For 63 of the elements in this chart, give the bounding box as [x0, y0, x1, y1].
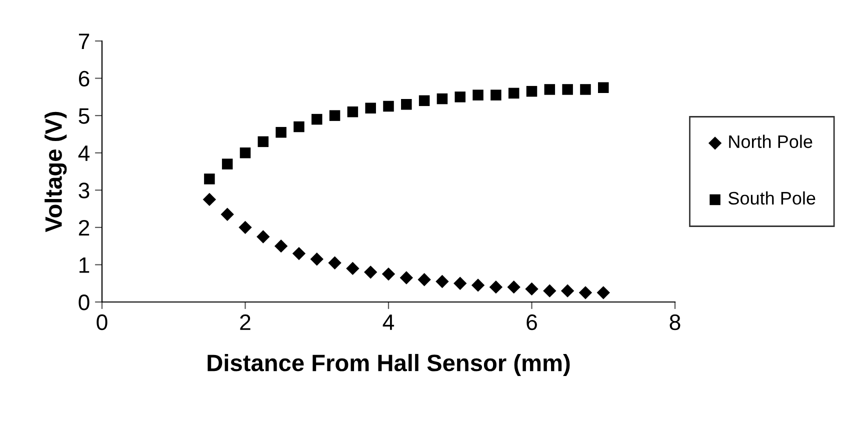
point	[274, 239, 288, 253]
x-axis-title: Distance From Hall Sensor (mm)	[208, 354, 570, 376]
point	[222, 158, 233, 170]
y-tick-label: 5	[78, 108, 90, 124]
point	[418, 273, 431, 286]
point	[401, 99, 412, 110]
point	[596, 286, 610, 300]
point	[526, 86, 538, 97]
point	[329, 110, 340, 121]
point	[346, 262, 360, 276]
point	[472, 90, 484, 100]
point	[256, 230, 270, 244]
point	[292, 246, 306, 260]
point	[294, 121, 304, 132]
point	[204, 174, 215, 184]
point	[525, 282, 538, 296]
x-tick-label: 2	[240, 314, 250, 330]
y-tick-label: 1	[80, 257, 90, 273]
legend-label: South Pole	[728, 191, 816, 205]
y-axis-title: Voltage (V)	[44, 112, 67, 232]
legend-label: North Pole	[729, 134, 812, 148]
x-tick-label: 6	[526, 314, 537, 330]
point	[276, 126, 286, 138]
point	[490, 90, 502, 100]
y-tick-label: 7	[78, 34, 90, 50]
point	[489, 280, 503, 294]
point	[436, 93, 448, 104]
point	[454, 276, 467, 290]
point	[436, 274, 449, 288]
point	[202, 192, 216, 206]
point	[328, 256, 342, 270]
point	[238, 220, 252, 234]
point	[364, 266, 378, 279]
point	[560, 284, 574, 298]
point	[310, 252, 324, 266]
point	[383, 100, 394, 112]
point	[544, 84, 556, 95]
point	[543, 284, 556, 298]
point	[418, 95, 430, 106]
point	[311, 114, 322, 125]
point	[258, 136, 269, 148]
point	[365, 102, 376, 114]
point	[454, 92, 466, 102]
point	[347, 106, 358, 118]
point	[382, 267, 396, 281]
y-tick-label: 2	[78, 220, 90, 236]
x-tick-label: 0	[96, 314, 108, 330]
y-tick-label: 6	[78, 70, 90, 87]
point	[562, 84, 573, 95]
point	[400, 271, 413, 284]
y-tick-label: 0	[78, 294, 90, 310]
point	[508, 88, 520, 99]
point	[471, 278, 485, 292]
y-tick-label: 4	[78, 146, 90, 161]
x-tick-label: 8	[670, 314, 680, 330]
point	[580, 84, 591, 95]
y-tick-label: 3	[78, 182, 90, 198]
point	[240, 147, 251, 158]
point	[220, 208, 234, 221]
point	[578, 286, 592, 300]
point	[507, 280, 520, 294]
x-tick-label: 4	[382, 314, 394, 330]
point	[598, 82, 609, 93]
